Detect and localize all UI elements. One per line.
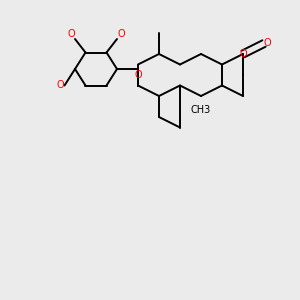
Text: O: O — [68, 29, 75, 39]
Text: O: O — [239, 49, 247, 59]
Text: O: O — [134, 70, 142, 80]
Text: O: O — [117, 29, 124, 39]
Text: CH3: CH3 — [191, 105, 211, 115]
Text: O: O — [264, 38, 272, 49]
Text: O: O — [57, 80, 64, 91]
